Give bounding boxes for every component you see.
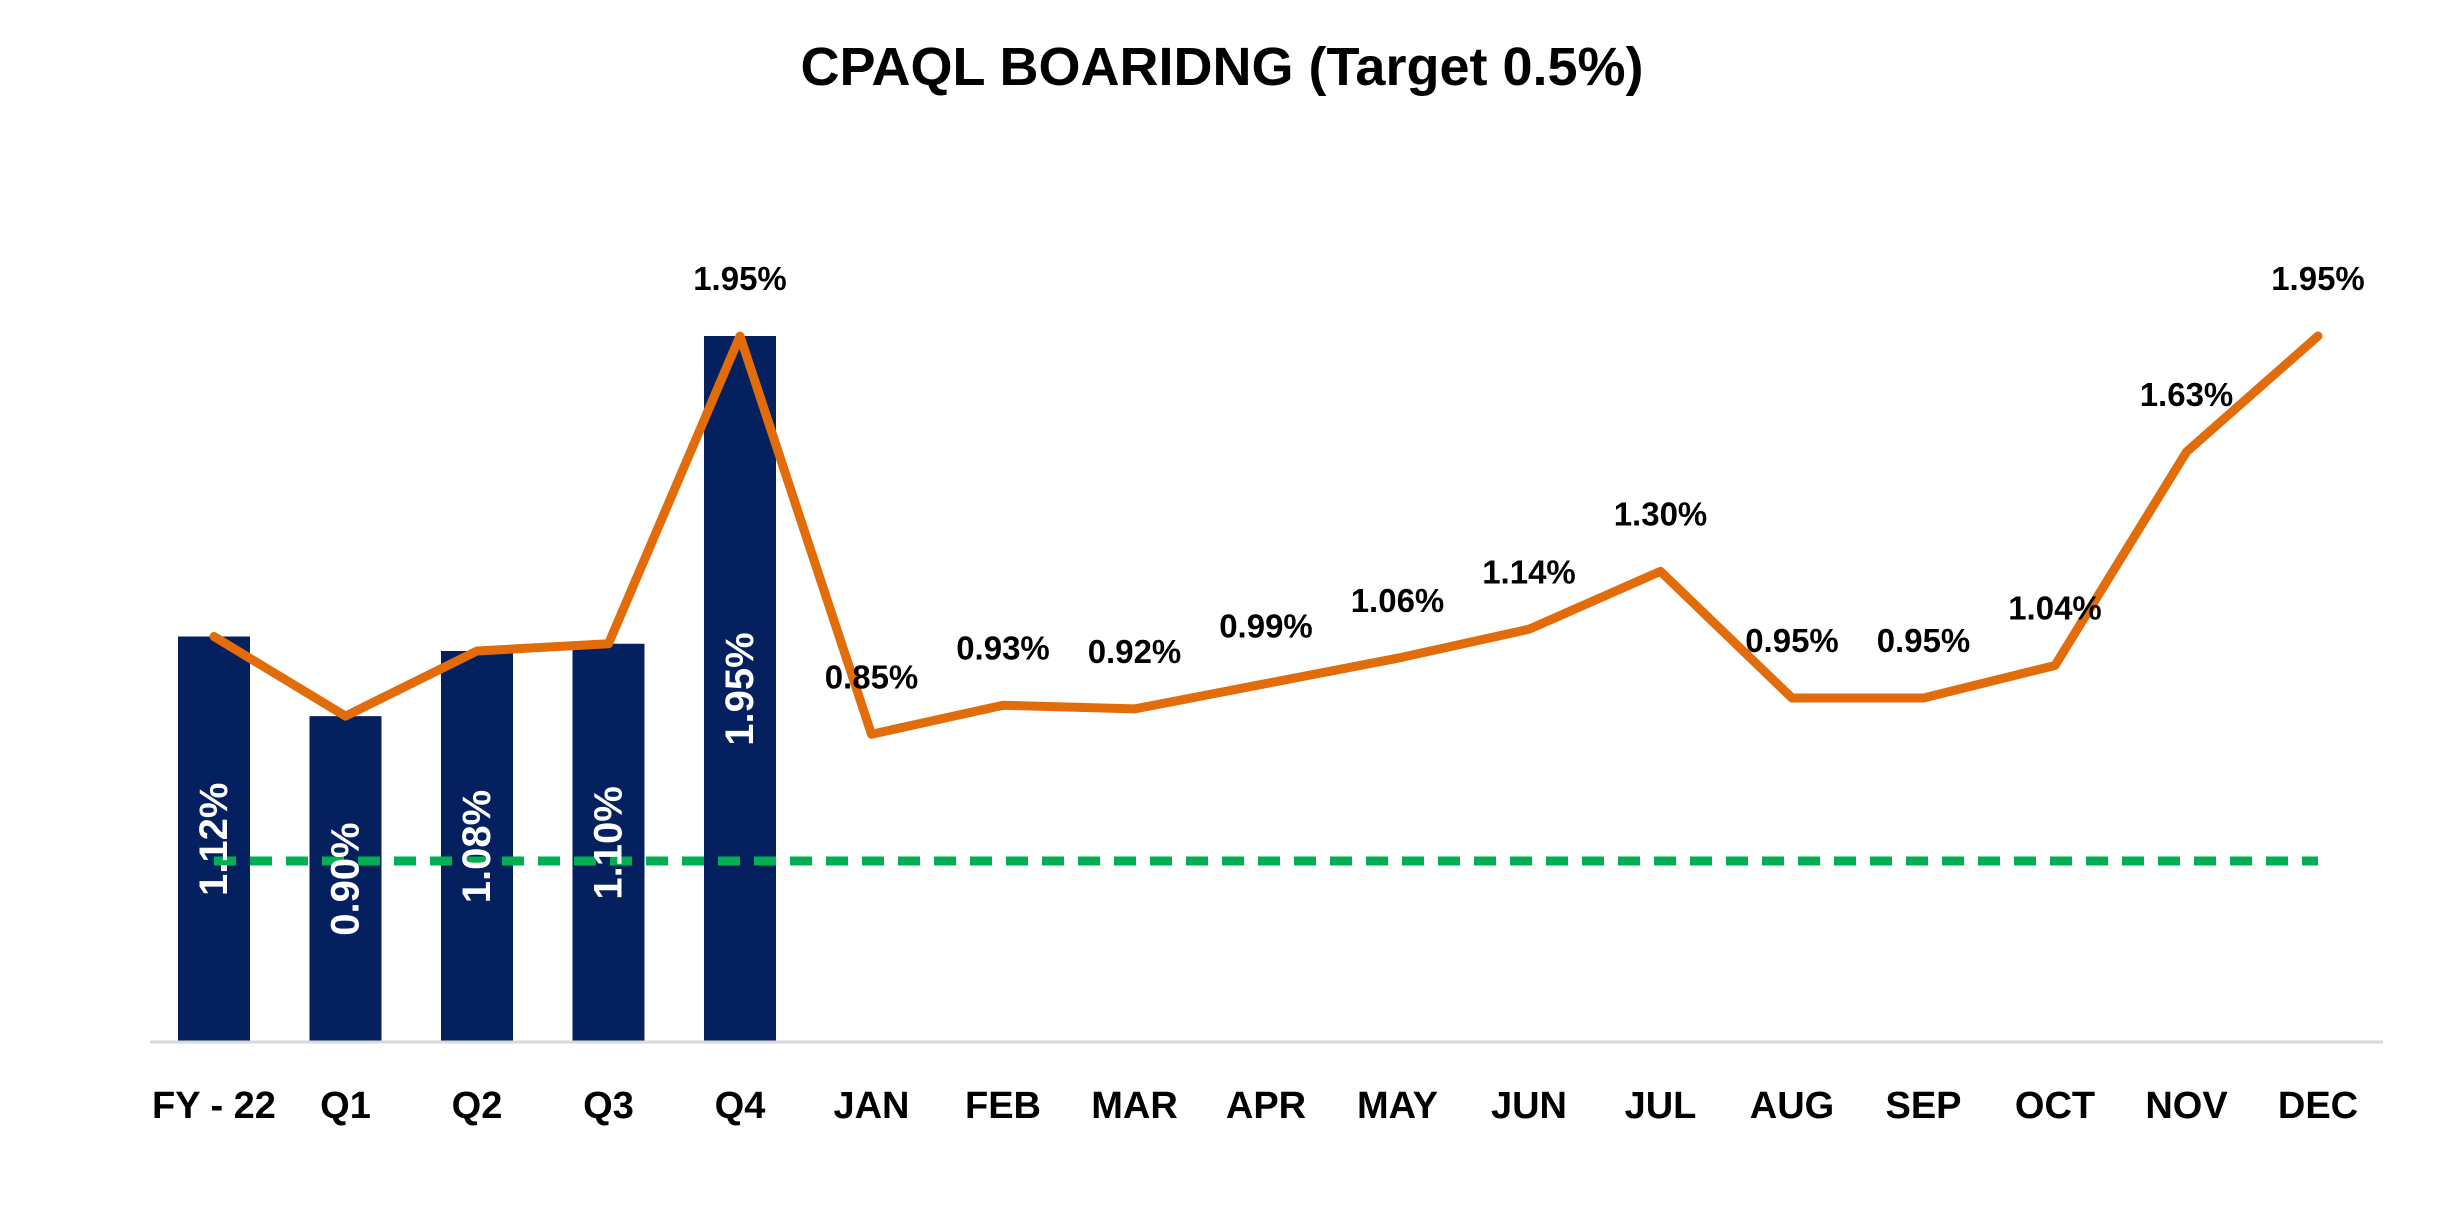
- bar-data-label: 1.08%: [455, 790, 499, 903]
- line-data-label: 1.30%: [1614, 495, 1708, 532]
- x-tick-label: Q4: [715, 1085, 766, 1127]
- line-data-label: 1.95%: [693, 260, 787, 297]
- bar: [572, 643, 645, 1042]
- x-tick-label: Q3: [583, 1085, 634, 1127]
- bar: [704, 336, 776, 1042]
- line-data-label: 0.93%: [956, 629, 1050, 666]
- line-data-label: 0.85%: [825, 658, 919, 695]
- x-tick-label: Q1: [320, 1085, 371, 1127]
- bar-series: [178, 336, 776, 1042]
- line-data-label: 0.95%: [1745, 622, 1839, 659]
- bar-data-labels: 1.12% 0.90% 1.08% 1.10% 1.95%: [192, 632, 762, 935]
- x-tick-label: DEC: [2278, 1085, 2358, 1127]
- x-tick-label: JAN: [833, 1085, 909, 1127]
- x-tick-label: NOV: [2145, 1085, 2228, 1127]
- chart-title: CPAQL BOARIDNG (Target 0.5%): [800, 37, 1644, 97]
- bar: [178, 636, 250, 1042]
- line-series: [209, 331, 2323, 739]
- x-axis-ticks: FY - 22 Q1 Q2 Q3 Q4 JAN FEB MAR APR MAY JUN JUL AUG S…: [152, 1085, 2358, 1127]
- line-data-label: 0.99%: [1219, 608, 1313, 645]
- x-tick-label: JUL: [1625, 1085, 1697, 1127]
- x-tick-label: OCT: [2015, 1085, 2095, 1127]
- x-tick-label: MAR: [1091, 1085, 1178, 1127]
- x-tick-label: FEB: [965, 1085, 1041, 1127]
- bar-data-label: 1.10%: [587, 786, 631, 899]
- x-tick-label: JUN: [1491, 1085, 1567, 1127]
- bar: [309, 716, 382, 1042]
- x-tick-label: FY - 22: [152, 1085, 276, 1127]
- x-tick-label: Q2: [452, 1085, 503, 1127]
- line-data-labels: 1.95% 0.85% 0.93% 0.92% 0.99% 1.06% 1.14% 1.30%…: [693, 260, 2365, 695]
- bar-data-label: 1.12%: [192, 783, 236, 896]
- x-tick-label: SEP: [1885, 1085, 1961, 1127]
- line-data-label: 1.14%: [1482, 553, 1576, 590]
- x-tick-label: APR: [1226, 1085, 1306, 1127]
- line-data-label: 1.95%: [2271, 260, 2365, 297]
- line-data-label: 1.04%: [2008, 589, 2102, 626]
- line-data-label: 1.06%: [1351, 582, 1445, 619]
- line-data-label: 0.95%: [1877, 622, 1971, 659]
- bar-data-label: 1.95%: [718, 632, 762, 745]
- bar-data-label: 0.90%: [324, 822, 368, 935]
- x-tick-label: MAY: [1357, 1085, 1438, 1127]
- bar: [441, 650, 513, 1042]
- x-tick-label: AUG: [1750, 1085, 1834, 1127]
- line-data-label: 1.63%: [2140, 376, 2234, 413]
- trend-line: [209, 331, 2323, 739]
- line-data-label: 0.92%: [1088, 633, 1182, 670]
